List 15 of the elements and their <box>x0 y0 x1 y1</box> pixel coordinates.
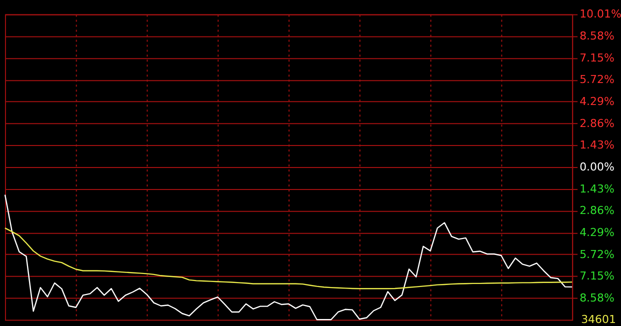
y-tick-label: 1.43% <box>580 138 614 152</box>
y-tick-label: 8.58% <box>580 30 614 43</box>
y-tick-label: 5.72% <box>580 248 614 261</box>
text: 34601 <box>581 312 616 326</box>
y-tick-label: 4.29% <box>580 226 614 239</box>
y-tick-label: 7.15% <box>580 270 614 283</box>
y-tick-label: 4.29% <box>580 95 614 108</box>
y-tick-label: 10.01% <box>580 8 621 21</box>
y-tick-label: 7.15% <box>580 51 614 64</box>
y-tick-label: 0.00% <box>580 160 614 174</box>
y-tick-label: 5.72% <box>580 73 614 86</box>
y-tick-label: 8.58% <box>580 291 614 304</box>
y-tick-label: 2.86% <box>580 116 614 130</box>
y-tick-label: 1.43% <box>580 182 614 196</box>
y-tick-label: 2.86% <box>580 204 614 218</box>
